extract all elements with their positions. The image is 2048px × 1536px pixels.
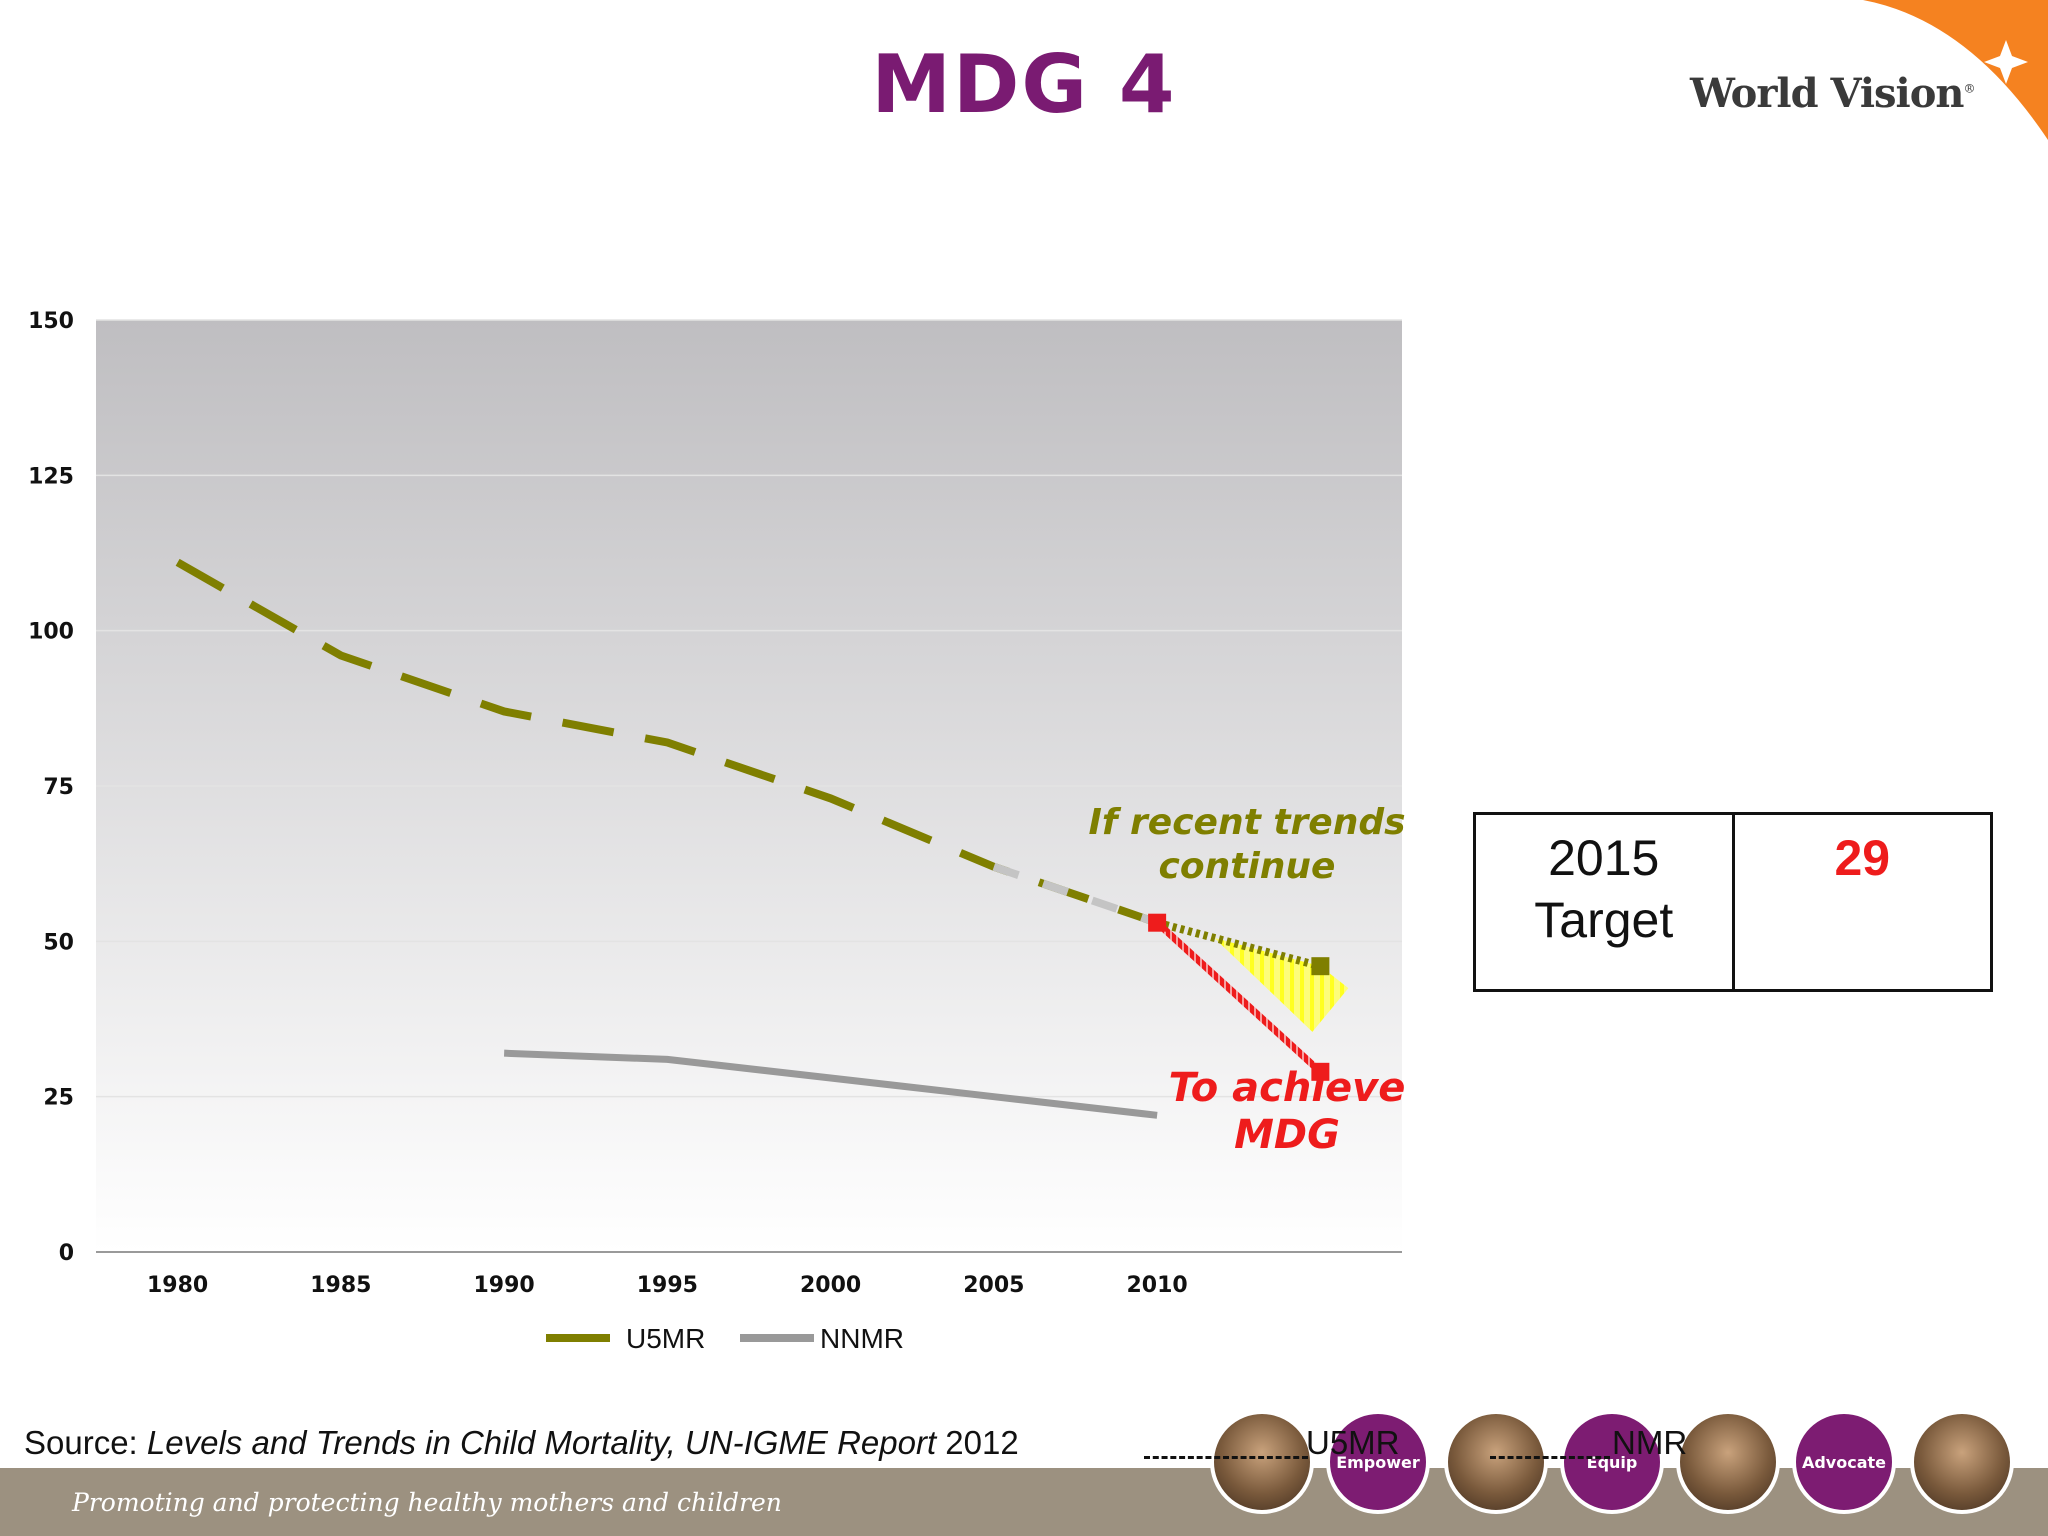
logo-text: World Vision [1690,70,1965,117]
overlay-dash-nmr [1490,1456,1610,1459]
slide-title: MDG 4 [871,38,1177,131]
target-label-line2: Target [1534,892,1674,948]
target-label-line1: 2015 [1548,830,1660,886]
projection-mdg-line [1154,920,1323,1075]
x-tick-label: 1990 [474,1273,535,1298]
target-table: 2015 Target 29 [1473,812,1993,992]
y-axis-ticks: 0 25 50 75 100 125 150 [28,309,74,1266]
legend-label-u5mr: U5MR [626,1323,705,1354]
target-value: 29 [1834,830,1891,886]
x-tick-label: 1980 [147,1273,208,1298]
circle-empower: Empower [1326,1410,1430,1514]
circle-advocate: Advocate [1792,1410,1896,1514]
y-tick-label: 75 [43,775,74,800]
star-icon [1984,40,2028,84]
circle-photo [1910,1410,2014,1514]
y-tick-label: 125 [28,464,74,489]
source-year: 2012 [936,1424,1019,1461]
y-tick-label: 100 [28,620,74,645]
overlay-legend-nmr: NMR [1612,1424,1688,1461]
y-tick-label: 50 [43,930,74,955]
x-tick-label: 1995 [637,1273,698,1298]
world-vision-logo: World Vision® [1690,70,1976,117]
x-tick-label: 2010 [1127,1273,1188,1298]
annotation-trend-line1: If recent trends [1088,802,1405,843]
nnmr-line [503,1049,1158,1119]
mortality-line-chart: 0 25 50 75 100 125 150 1980 1985 1990 1995 2000 200… [28,309,1406,1354]
target-value-cell: 29 [1735,815,1991,989]
overlay-legend-u5mr: U5MR [1306,1424,1400,1461]
chart-legend: U5MR NNMR [546,1323,904,1354]
circle-photo [1444,1410,1548,1514]
circle-photo [1210,1410,1314,1514]
projection-start-marker [1148,913,1167,932]
source-citation: Source: Levels and Trends in Child Morta… [24,1424,1019,1462]
x-tick-label: 2000 [800,1273,861,1298]
y-tick-label: 150 [28,309,74,334]
annotation-trend-line2: continue [1159,846,1336,887]
x-axis-ticks: 1980 1985 1990 1995 2000 2005 2010 [147,1273,1188,1298]
projection-gap-fill [1214,937,1349,1032]
footer-tagline: Promoting and protecting healthy mothers… [72,1488,782,1517]
circle-equip: Equip [1560,1410,1664,1514]
y-tick-label: 0 [59,1241,74,1266]
x-tick-label: 1985 [310,1273,371,1298]
y-tick-label: 25 [43,1086,74,1111]
gridlines [96,319,1402,1253]
circle-photo [1676,1410,1780,1514]
legend-label-nnmr: NNMR [820,1323,904,1354]
target-label-cell: 2015 Target [1476,815,1735,989]
annotation-mdg-line1: To achieve [1169,1065,1406,1111]
logo-registered-mark: ® [1963,81,1976,96]
x-tick-label: 2005 [963,1273,1024,1298]
source-prefix: Source: [24,1424,147,1461]
corner-decoration [1863,0,2048,140]
overlay-dash-u5mr [1144,1456,1308,1459]
mdg-end-marker [1311,1062,1330,1081]
trend-end-marker [1311,957,1330,976]
annotation-mdg-line2: MDG [1234,1112,1340,1158]
source-title: Levels and Trends in Child Mortality, UN… [146,1424,937,1461]
